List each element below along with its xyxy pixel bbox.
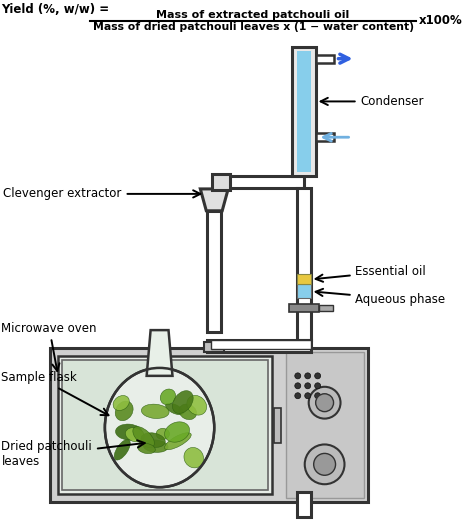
Ellipse shape: [137, 443, 155, 454]
Text: Microwave oven: Microwave oven: [1, 322, 97, 371]
Circle shape: [305, 383, 310, 389]
Text: Essential oil: Essential oil: [316, 265, 426, 282]
Text: Sample flask: Sample flask: [1, 372, 109, 415]
Text: Mass of extracted patchouli oil: Mass of extracted patchouli oil: [156, 10, 350, 20]
Bar: [297, 188, 310, 340]
Circle shape: [305, 444, 345, 484]
Ellipse shape: [133, 427, 155, 447]
Bar: [289, 304, 319, 312]
Circle shape: [309, 387, 340, 419]
Bar: [62, 360, 268, 490]
Circle shape: [305, 373, 310, 379]
Bar: [297, 492, 310, 517]
Text: Aqueous phase: Aqueous phase: [316, 289, 446, 306]
Circle shape: [315, 393, 320, 399]
Ellipse shape: [179, 404, 197, 420]
Bar: [50, 348, 368, 502]
Ellipse shape: [114, 440, 130, 460]
Ellipse shape: [184, 447, 204, 468]
Bar: [319, 305, 333, 311]
Ellipse shape: [164, 422, 190, 442]
Text: Dried patchouli
leaves: Dried patchouli leaves: [1, 440, 145, 468]
Ellipse shape: [156, 428, 170, 440]
Text: x100%: x100%: [419, 14, 463, 27]
Bar: [292, 47, 316, 176]
Bar: [212, 174, 230, 190]
Circle shape: [295, 373, 301, 379]
Ellipse shape: [115, 401, 133, 421]
Circle shape: [305, 393, 310, 399]
Circle shape: [315, 383, 320, 389]
Bar: [316, 133, 334, 141]
Circle shape: [316, 394, 334, 412]
Circle shape: [295, 383, 301, 389]
Ellipse shape: [141, 404, 169, 419]
Ellipse shape: [113, 396, 129, 410]
Bar: [204, 342, 224, 352]
Ellipse shape: [173, 391, 193, 413]
Bar: [297, 285, 310, 298]
Ellipse shape: [105, 368, 214, 487]
Ellipse shape: [187, 396, 207, 415]
Ellipse shape: [143, 440, 168, 452]
Bar: [316, 54, 334, 63]
Polygon shape: [201, 189, 228, 211]
Bar: [286, 352, 365, 498]
Text: Yield (%, w/w) =: Yield (%, w/w) =: [1, 3, 114, 16]
Bar: [274, 408, 281, 443]
Bar: [297, 275, 310, 285]
Bar: [207, 340, 310, 352]
Ellipse shape: [141, 433, 165, 447]
Circle shape: [315, 373, 320, 379]
Bar: [58, 356, 272, 494]
Ellipse shape: [160, 389, 176, 405]
Text: Clevenger extractor: Clevenger extractor: [3, 188, 201, 200]
Bar: [297, 51, 310, 172]
Ellipse shape: [116, 424, 142, 440]
Circle shape: [295, 393, 301, 399]
Bar: [211, 340, 310, 349]
Ellipse shape: [126, 428, 145, 442]
Text: Mass of dried patchouli leaves x (1 − water content): Mass of dried patchouli leaves x (1 − wa…: [92, 22, 413, 32]
Bar: [207, 211, 221, 332]
Ellipse shape: [164, 433, 191, 450]
Polygon shape: [146, 330, 173, 376]
Text: Condenser: Condenser: [320, 95, 424, 108]
Ellipse shape: [165, 403, 183, 414]
Circle shape: [314, 453, 336, 475]
Bar: [214, 176, 304, 188]
